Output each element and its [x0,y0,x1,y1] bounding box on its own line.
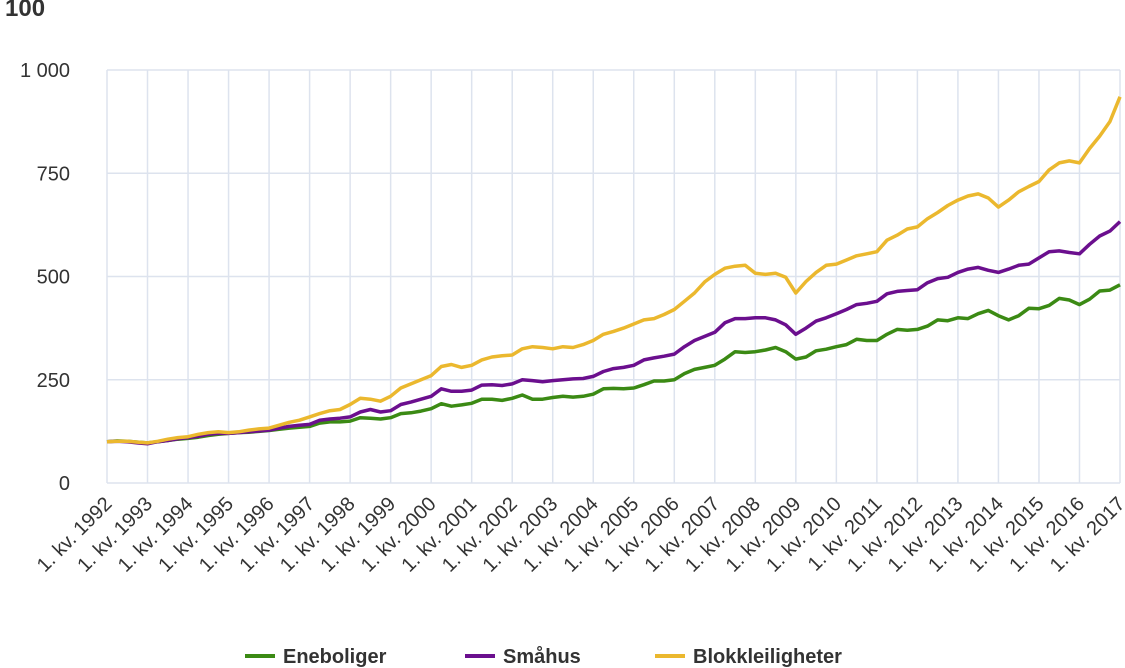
series-line [106,220,1122,446]
legend-label: Småhus [503,645,581,668]
y-tick-label: 1 000 [20,60,70,82]
legend-label: Blokkleiligheter [693,646,842,668]
legend-label: Eneboliger [283,646,387,668]
y-tick-label: 250 [37,370,70,392]
series-line [106,283,1121,445]
y-tick-label: 500 [37,267,70,289]
y-tick-label: 0 [59,473,70,495]
series-line [106,96,1122,445]
chart-title: 100 [5,0,45,22]
y-tick-label: 750 [37,163,70,185]
